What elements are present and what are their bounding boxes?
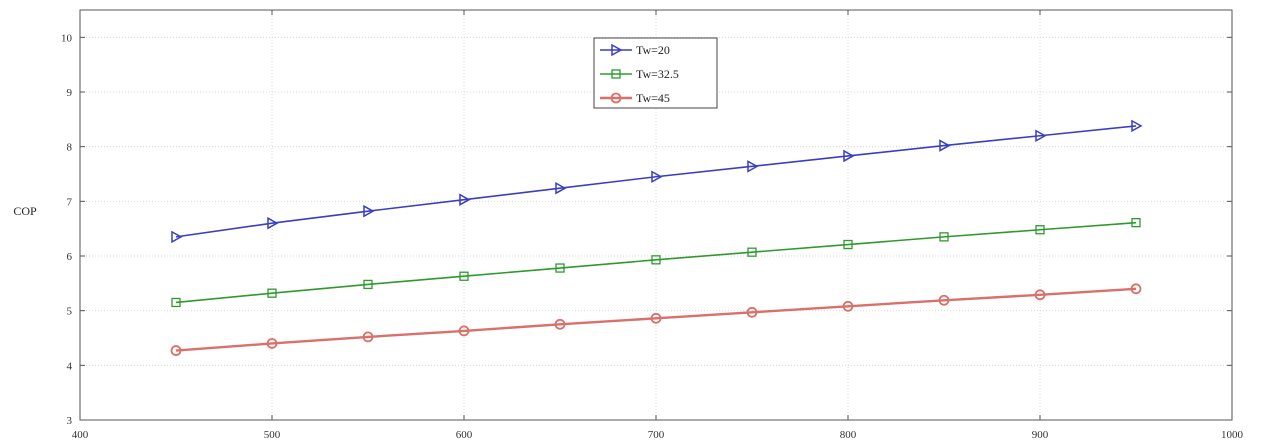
data-point: [170, 345, 182, 356]
y-tick-label: 10: [61, 32, 73, 44]
x-tick-label: 600: [456, 429, 473, 441]
y-tick-label: 5: [67, 306, 73, 318]
legend-entry: Tw=45: [600, 91, 670, 105]
data-point: [747, 160, 759, 173]
data-point: [555, 181, 567, 195]
data-point: [651, 170, 663, 184]
y-tick-label: 8: [67, 142, 73, 154]
x-tick-label: 400: [72, 429, 89, 441]
legend-marker: [611, 69, 621, 79]
data-point: [363, 204, 375, 218]
data-point: [842, 300, 854, 312]
data-point: [459, 193, 471, 206]
data-point: [843, 239, 853, 250]
legend-marker: [610, 92, 622, 104]
x-tick-label: 500: [264, 429, 281, 441]
data-point: [939, 139, 951, 152]
y-tick-label: 7: [67, 196, 73, 208]
y-tick-label: 9: [67, 87, 73, 99]
legend-label: Tw=32.5: [636, 67, 679, 81]
series-line: [175, 287, 1137, 352]
x-tick-label: 800: [840, 429, 857, 441]
data-point: [1035, 225, 1045, 235]
axis-ticks: 400 500 600 700 800 900 1000 3 4 5 6 7 8 9 10: [61, 10, 1244, 441]
data-point: [1034, 289, 1046, 301]
data-point: [171, 230, 183, 244]
data-point: [843, 149, 855, 163]
data-point: [362, 331, 374, 343]
series-group: [170, 119, 1143, 356]
data-point: [938, 294, 950, 306]
series-2: [170, 283, 1142, 356]
x-tick-label: 900: [1032, 429, 1049, 441]
data-point: [650, 312, 662, 324]
data-point: [939, 232, 949, 242]
legend-entry: Tw=20: [600, 43, 670, 57]
data-point: [267, 216, 279, 230]
y-tick-label: 4: [67, 360, 73, 372]
data-point: [1131, 218, 1141, 228]
series-1: [171, 218, 1141, 308]
data-point: [363, 279, 373, 290]
series-line: [175, 125, 1137, 238]
data-point: [747, 247, 757, 257]
legend: Tw=20 Tw=32.5 Tw=45: [593, 37, 718, 109]
data-point: [1131, 119, 1143, 133]
data-point: [1035, 129, 1047, 143]
data-point: [555, 263, 565, 273]
legend-marker: [611, 43, 623, 57]
y-axis-label: COP: [13, 204, 37, 218]
data-point: [651, 255, 661, 265]
x-tick-label: 700: [648, 429, 665, 441]
data-point: [266, 338, 278, 349]
series-line: [175, 221, 1137, 304]
y-tick-label: 6: [67, 251, 73, 263]
data-point: [746, 306, 758, 318]
data-point: [1130, 283, 1142, 295]
data-point: [458, 325, 470, 337]
data-point: [554, 318, 566, 330]
data-point: [459, 271, 469, 281]
data-point: [171, 297, 181, 308]
legend-label: Tw=20: [636, 43, 670, 57]
y-tick-label: 3: [67, 415, 73, 427]
series-0: [171, 119, 1143, 244]
data-point: [267, 288, 277, 298]
x-tick-label: 1000: [1221, 429, 1244, 441]
legend-label: Tw=45: [636, 91, 670, 105]
legend-entry: Tw=32.5: [600, 67, 679, 81]
